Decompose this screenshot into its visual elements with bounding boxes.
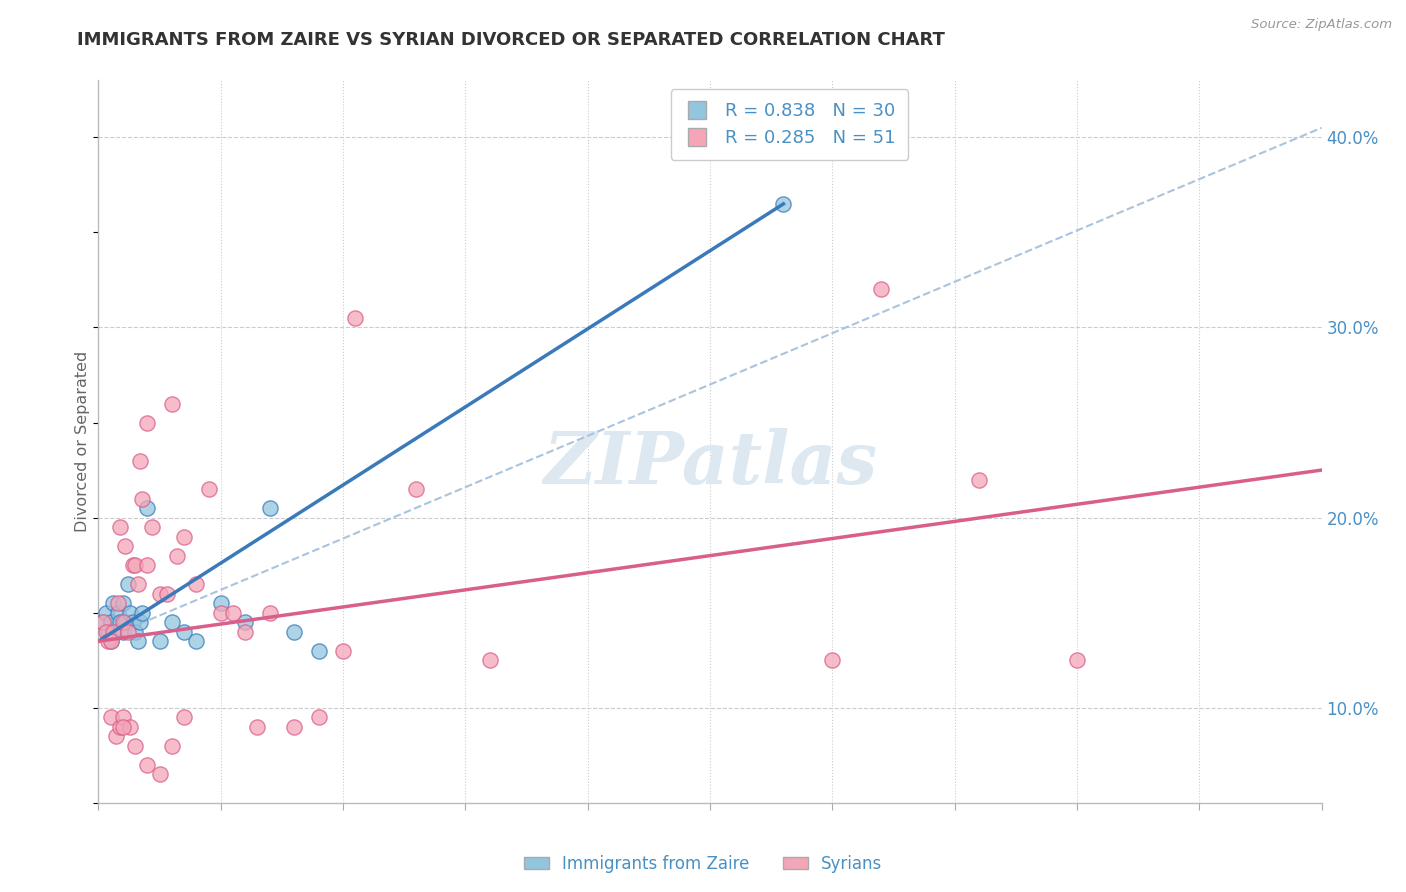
Point — [107, 596, 129, 610]
Point — [136, 757, 159, 772]
Point — [129, 453, 152, 467]
Point — [233, 624, 256, 639]
Point — [173, 710, 195, 724]
Point — [160, 396, 183, 410]
Point — [246, 720, 269, 734]
Point — [121, 558, 143, 573]
Text: ZIPatlas: ZIPatlas — [543, 428, 877, 499]
Point — [870, 282, 893, 296]
Point — [259, 501, 281, 516]
Point — [136, 501, 159, 516]
Point — [100, 615, 122, 630]
Point — [114, 539, 136, 553]
Point — [209, 596, 232, 610]
Point — [100, 710, 122, 724]
Point — [173, 624, 195, 639]
Point — [110, 720, 132, 734]
Point — [111, 710, 134, 724]
Point — [149, 634, 172, 648]
Point — [173, 530, 195, 544]
Point — [160, 615, 183, 630]
Point — [821, 653, 844, 667]
Point — [111, 720, 134, 734]
Point — [124, 739, 146, 753]
Point — [100, 634, 122, 648]
Text: Source: ZipAtlas.com: Source: ZipAtlas.com — [1251, 18, 1392, 31]
Point — [120, 720, 142, 734]
Point — [149, 587, 172, 601]
Point — [405, 482, 427, 496]
Point — [156, 587, 179, 601]
Legend: R = 0.838   N = 30, R = 0.285   N = 51: R = 0.838 N = 30, R = 0.285 N = 51 — [671, 89, 908, 160]
Point — [121, 615, 143, 630]
Y-axis label: Divorced or Separated: Divorced or Separated — [75, 351, 90, 533]
Point — [110, 520, 132, 534]
Point — [166, 549, 188, 563]
Point — [129, 615, 152, 630]
Point — [308, 710, 330, 724]
Point — [111, 624, 134, 639]
Point — [101, 624, 124, 639]
Point — [283, 624, 305, 639]
Point — [100, 634, 122, 648]
Point — [107, 606, 129, 620]
Point — [1066, 653, 1088, 667]
Point — [772, 197, 794, 211]
Point — [124, 558, 146, 573]
Point — [141, 520, 163, 534]
Point — [332, 643, 354, 657]
Point — [114, 615, 136, 630]
Point — [186, 634, 208, 648]
Point — [127, 634, 149, 648]
Point — [97, 624, 120, 639]
Point — [197, 482, 219, 496]
Point — [91, 615, 114, 630]
Point — [186, 577, 208, 591]
Point — [283, 720, 305, 734]
Point — [104, 624, 127, 639]
Point — [222, 606, 245, 620]
Text: IMMIGRANTS FROM ZAIRE VS SYRIAN DIVORCED OR SEPARATED CORRELATION CHART: IMMIGRANTS FROM ZAIRE VS SYRIAN DIVORCED… — [77, 31, 945, 49]
Point — [131, 491, 153, 506]
Point — [91, 615, 114, 630]
Point — [101, 596, 124, 610]
Point — [233, 615, 256, 630]
Point — [117, 577, 139, 591]
Point — [117, 624, 139, 639]
Point — [308, 643, 330, 657]
Point — [160, 739, 183, 753]
Point — [149, 767, 172, 781]
Point — [478, 653, 501, 667]
Point — [967, 473, 990, 487]
Point — [124, 624, 146, 639]
Point — [104, 729, 127, 743]
Point — [127, 577, 149, 591]
Point — [136, 558, 159, 573]
Point — [111, 615, 134, 630]
Point — [259, 606, 281, 620]
Point — [97, 634, 120, 648]
Point — [209, 606, 232, 620]
Point — [94, 606, 117, 620]
Point — [131, 606, 153, 620]
Point — [136, 416, 159, 430]
Point — [110, 615, 132, 630]
Point — [344, 310, 367, 325]
Point — [120, 606, 142, 620]
Point — [94, 624, 117, 639]
Legend: Immigrants from Zaire, Syrians: Immigrants from Zaire, Syrians — [517, 848, 889, 880]
Point — [111, 596, 134, 610]
